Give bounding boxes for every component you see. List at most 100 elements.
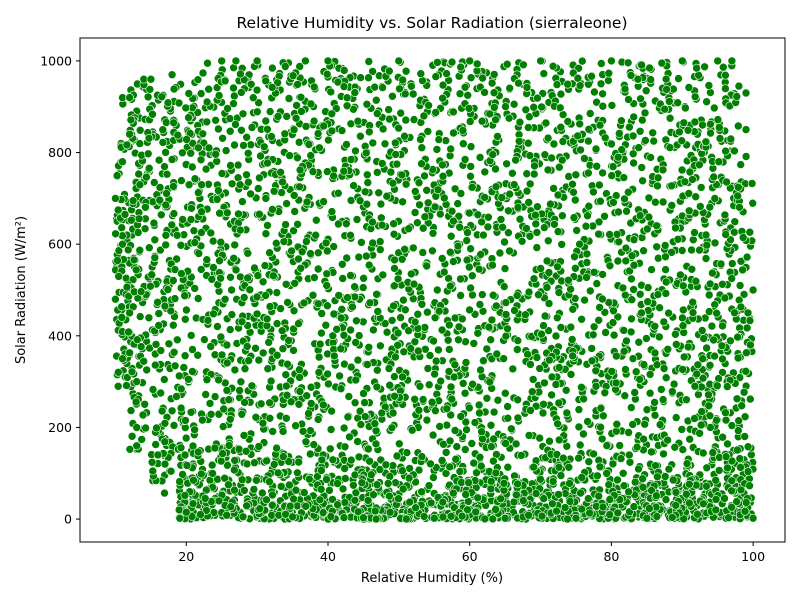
data-point [658, 395, 668, 404]
data-point [118, 239, 127, 249]
data-point [453, 199, 463, 208]
data-point [227, 310, 237, 319]
data-point [416, 69, 426, 78]
data-point [687, 245, 696, 255]
data-point [201, 390, 210, 399]
data-point [280, 129, 290, 139]
data-point [721, 70, 730, 80]
data-point [591, 144, 601, 154]
data-point [160, 459, 170, 469]
data-point [627, 295, 637, 305]
data-point [419, 111, 429, 121]
data-point [178, 470, 187, 479]
data-point [144, 133, 154, 143]
data-point [695, 428, 704, 438]
data-point [143, 149, 153, 159]
data-point [715, 134, 725, 143]
data-point [607, 56, 616, 66]
data-point [480, 514, 490, 524]
data-point [226, 272, 235, 282]
data-point [224, 395, 234, 405]
data-point [537, 102, 546, 112]
data-point [652, 491, 661, 501]
data-point [742, 252, 752, 262]
data-point [378, 83, 387, 92]
data-point [153, 450, 163, 460]
data-point [709, 103, 719, 113]
data-point [645, 370, 655, 379]
data-point [730, 146, 739, 156]
data-point [702, 481, 711, 491]
data-point [501, 439, 510, 448]
data-point [424, 481, 434, 490]
data-point [395, 84, 404, 94]
data-point [489, 434, 498, 444]
data-point [553, 262, 562, 272]
data-point [726, 134, 736, 144]
data-point [587, 356, 597, 366]
data-point [465, 305, 474, 315]
data-point [645, 63, 654, 73]
data-point [294, 457, 304, 467]
data-point [533, 202, 542, 211]
data-point [398, 197, 407, 207]
data-point [289, 346, 298, 355]
data-point [668, 387, 677, 396]
data-point [458, 139, 468, 148]
data-point [513, 395, 523, 405]
data-point [439, 267, 449, 277]
data-point [327, 406, 336, 416]
data-point [727, 56, 737, 66]
data-point [404, 224, 414, 233]
data-point [363, 360, 372, 369]
data-point [243, 249, 253, 258]
data-point [237, 317, 247, 327]
data-point [513, 203, 523, 212]
data-point [222, 386, 232, 395]
data-point [296, 263, 306, 273]
data-point [188, 162, 197, 172]
data-point [736, 485, 746, 495]
data-point [154, 155, 164, 165]
data-point [125, 348, 134, 358]
data-point [518, 496, 528, 505]
data-point [626, 403, 636, 412]
data-point [174, 98, 184, 108]
data-point [230, 485, 239, 495]
data-point [447, 394, 457, 404]
data-point [281, 381, 291, 391]
data-point [489, 103, 499, 112]
data-point [624, 487, 633, 497]
data-point [445, 462, 455, 472]
data-point [503, 413, 513, 423]
data-point [497, 193, 507, 202]
data-point [654, 332, 664, 342]
data-point [513, 413, 523, 423]
data-point [684, 83, 694, 92]
data-point [193, 447, 203, 457]
data-point [704, 290, 714, 300]
data-point [427, 397, 437, 407]
data-point [198, 68, 208, 78]
data-point [704, 401, 714, 411]
data-point [662, 85, 671, 94]
data-point [133, 335, 142, 345]
data-point [482, 344, 492, 354]
data-point [616, 454, 626, 463]
data-point [653, 472, 662, 482]
data-point [642, 405, 652, 415]
data-point [306, 399, 316, 408]
data-point [523, 123, 533, 132]
data-point [377, 408, 387, 418]
data-point [607, 139, 616, 149]
data-point [647, 265, 656, 274]
data-point [410, 394, 420, 404]
data-point [188, 139, 197, 148]
data-point [450, 426, 460, 435]
data-point [475, 153, 485, 162]
data-point [624, 450, 634, 460]
data-point [742, 348, 751, 358]
data-point [460, 155, 470, 164]
data-point [671, 488, 681, 497]
data-point [553, 190, 563, 200]
